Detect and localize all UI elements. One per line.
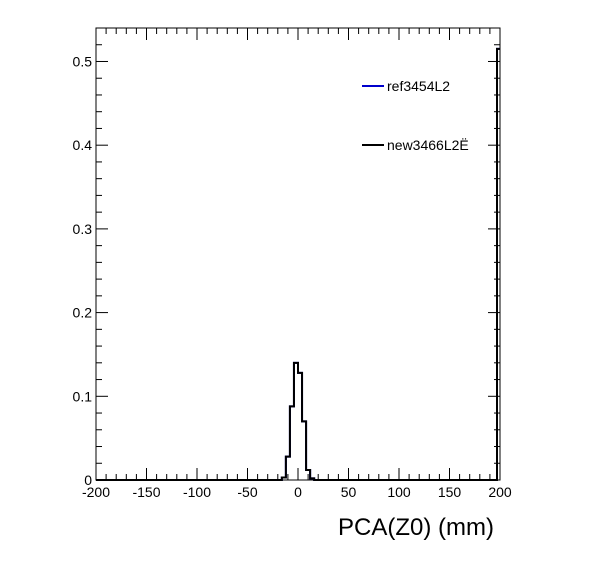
y-axis-tick-labels: 0 0.1 0.2 0.3 0.4 0.5	[73, 53, 93, 488]
x-tick-label: 0	[294, 484, 302, 500]
y-axis-ticks	[96, 27, 500, 481]
y-tick-label: 0.1	[73, 388, 93, 404]
series-line-0	[96, 47, 500, 481]
y-tick-label: 0.5	[73, 53, 93, 69]
x-tick-label: -150	[132, 484, 160, 500]
series-layer	[96, 47, 500, 481]
y-tick-label: 0	[84, 472, 92, 488]
x-axis-tick-labels: -200 -150 -100 -50 0 50 100 150 200	[82, 484, 512, 500]
x-axis-title: PCA(Z0) (mm)	[338, 514, 494, 541]
y-tick-label: 0.4	[73, 137, 93, 153]
x-axis-ticks	[95, 28, 501, 480]
x-tick-label: 100	[387, 484, 411, 500]
x-tick-label: 150	[438, 484, 462, 500]
plot-frame	[95, 27, 501, 481]
x-tick-label: 50	[341, 484, 357, 500]
x-tick-label: 200	[488, 484, 512, 500]
legend-label-ref: ref3454L2	[387, 78, 450, 94]
series-line-1	[96, 47, 500, 481]
x-tick-label: -50	[237, 484, 257, 500]
legend: ref3454L2 new3466L2Ë	[362, 78, 469, 153]
x-tick-label: -100	[183, 484, 211, 500]
y-tick-label: 0.3	[73, 221, 93, 237]
x-tick-label: -200	[82, 484, 110, 500]
y-tick-label: 0.2	[73, 305, 93, 321]
legend-label-new: new3466L2Ë	[387, 137, 469, 153]
